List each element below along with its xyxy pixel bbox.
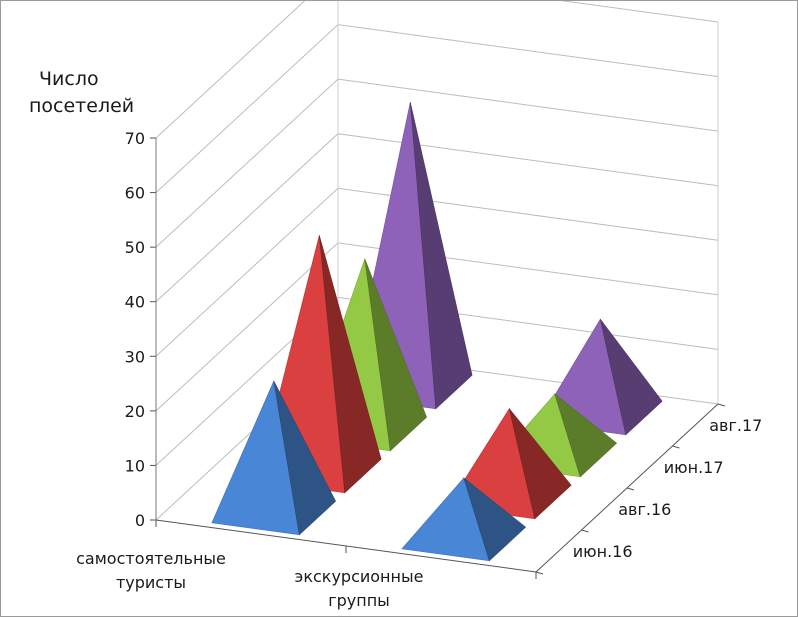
pyramid-side-face <box>364 258 427 452</box>
pyramid-июн.16-0 <box>211 379 336 536</box>
y-tick-label: 0 <box>135 511 145 530</box>
y-tick-label: 10 <box>125 456 145 475</box>
y-tick-label: 70 <box>125 129 145 148</box>
series-label: июн.17 <box>664 458 724 477</box>
gridline <box>155 24 719 193</box>
x-axis-categories: самостоятельные туристы экскурсионные групп… <box>76 549 423 610</box>
y-tick-label: 40 <box>125 293 145 312</box>
y-axis-label-line2: посетелей <box>29 95 134 117</box>
pyramid-июн.16-1 <box>401 477 527 562</box>
gridline <box>155 1 719 139</box>
x-category-label: туристы <box>116 573 186 592</box>
pyramid-side-face <box>273 380 336 536</box>
series-label: авг.17 <box>709 416 762 435</box>
x-category-label: самостоятельные <box>76 549 226 568</box>
y-tick-label: 20 <box>125 402 145 421</box>
pyramid-side-face <box>319 235 382 494</box>
y-axis-ticks: 0 10 20 30 40 50 60 70 <box>125 129 145 530</box>
pyramid-side-face <box>463 477 527 562</box>
pyramid-side-face <box>600 319 663 436</box>
depth-axis-series-labels: июн.16 авг.16 июн.17 авг.17 <box>573 416 763 561</box>
x-category-label: группы <box>328 591 390 610</box>
pyramids <box>211 102 663 562</box>
depth-tick-mark <box>717 403 726 407</box>
depth-tick-mark <box>581 529 589 533</box>
y-axis-label-line1: Число <box>39 68 99 90</box>
y-tick-label: 30 <box>125 347 145 366</box>
pyramid-side-face <box>554 393 618 478</box>
pyramid-side-face <box>509 408 572 520</box>
y-tick-label: 60 <box>125 184 145 203</box>
depth-tick-mark <box>535 571 544 575</box>
series-label: авг.16 <box>618 500 671 519</box>
depth-tick-mark <box>626 487 635 491</box>
x-category-label: экскурсионные <box>295 567 424 586</box>
pyramid-side-face <box>410 102 473 410</box>
axes <box>150 1 726 579</box>
y-tick-label: 50 <box>125 238 145 257</box>
series-label: июн.16 <box>573 542 633 561</box>
depth-tick-mark <box>672 445 680 449</box>
